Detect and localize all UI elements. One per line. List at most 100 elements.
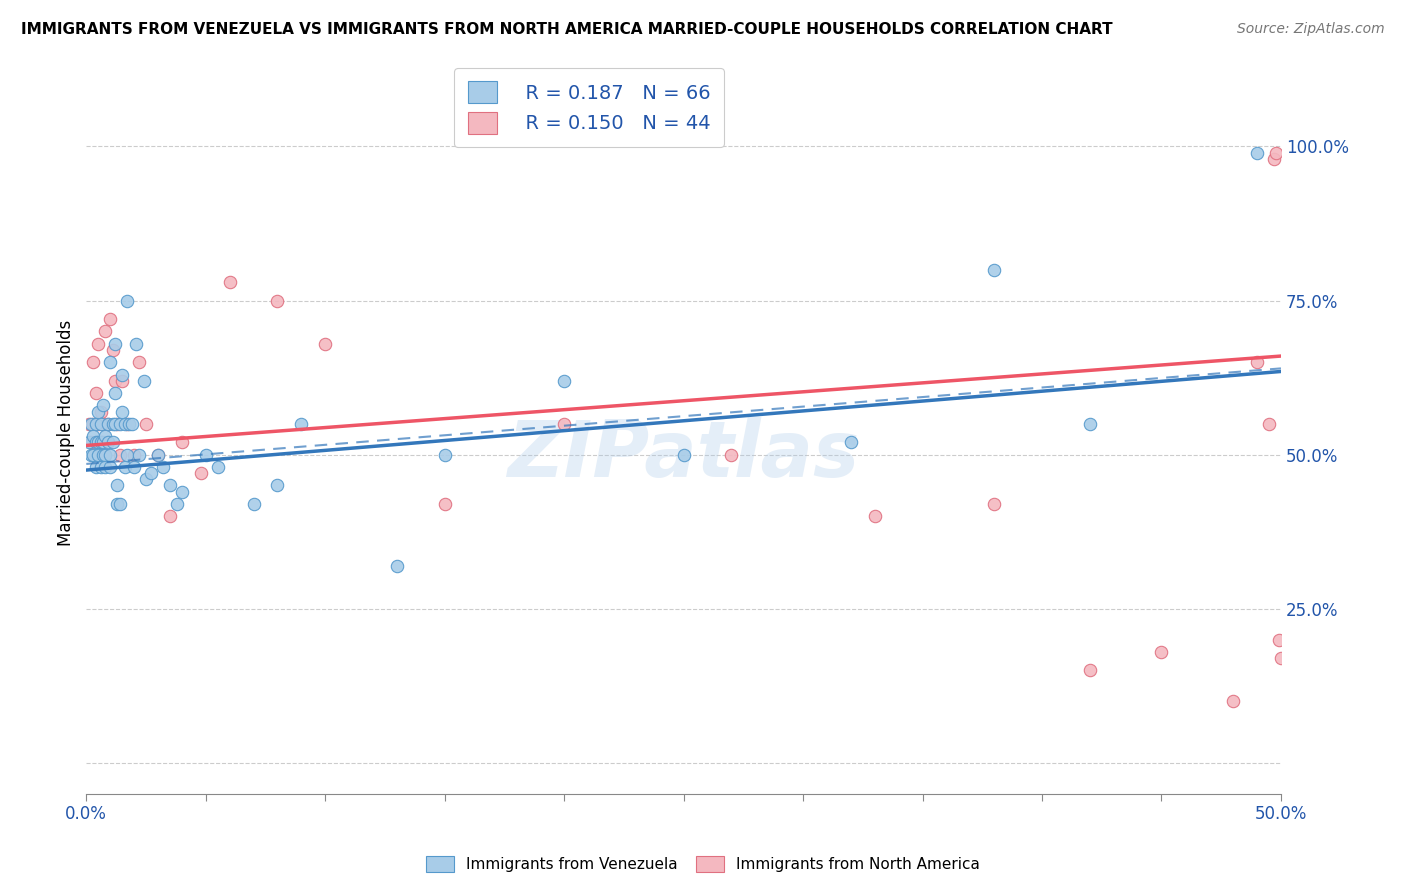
Point <box>1222 694 1244 708</box>
Point <box>98 460 121 475</box>
Point <box>94 460 117 475</box>
Point <box>115 417 138 431</box>
Point <box>111 404 134 418</box>
Point <box>97 435 120 450</box>
Point <box>80 448 103 462</box>
Point <box>90 435 112 450</box>
Point <box>242 497 264 511</box>
Point <box>82 417 104 431</box>
Point <box>720 448 742 462</box>
Point <box>553 374 575 388</box>
Point <box>97 417 120 431</box>
Point <box>433 448 456 462</box>
Point <box>553 417 575 431</box>
Point <box>863 509 886 524</box>
Point <box>839 435 862 450</box>
Point <box>80 435 103 450</box>
Point <box>166 497 188 511</box>
Point <box>115 293 138 308</box>
Point <box>82 429 104 443</box>
Point <box>104 374 127 388</box>
Point <box>170 435 193 450</box>
Point <box>84 417 107 431</box>
Point <box>87 336 110 351</box>
Point <box>672 448 695 462</box>
Point <box>114 417 136 431</box>
Point <box>111 368 134 382</box>
Point <box>194 448 217 462</box>
Point <box>97 417 120 431</box>
Point <box>90 404 112 418</box>
Point <box>121 417 143 431</box>
Point <box>266 293 288 308</box>
Point <box>98 355 121 369</box>
Point <box>94 448 117 462</box>
Point <box>1267 632 1289 647</box>
Point <box>101 417 124 431</box>
Point <box>1258 417 1281 431</box>
Point <box>104 386 127 401</box>
Point <box>139 466 162 480</box>
Point <box>108 417 131 431</box>
Point <box>1270 651 1292 665</box>
Point <box>98 448 121 462</box>
Legend:   R = 0.187   N = 66,   R = 0.150   N = 44: R = 0.187 N = 66, R = 0.150 N = 44 <box>454 68 724 147</box>
Point <box>105 417 128 431</box>
Point <box>91 417 114 431</box>
Point <box>90 460 112 475</box>
Point <box>87 404 110 418</box>
Point <box>1078 417 1101 431</box>
Legend: Immigrants from Venezuela, Immigrants from North America: Immigrants from Venezuela, Immigrants fr… <box>419 848 987 880</box>
Point <box>128 355 150 369</box>
Point <box>104 417 127 431</box>
Point <box>122 448 145 462</box>
Point <box>104 336 127 351</box>
Point <box>118 417 141 431</box>
Point <box>108 448 131 462</box>
Point <box>433 497 456 511</box>
Text: IMMIGRANTS FROM VENEZUELA VS IMMIGRANTS FROM NORTH AMERICA MARRIED-COUPLE HOUSEH: IMMIGRANTS FROM VENEZUELA VS IMMIGRANTS … <box>21 22 1112 37</box>
Point <box>91 398 114 412</box>
Point <box>77 417 100 431</box>
Point <box>87 448 110 462</box>
Point <box>1263 152 1285 166</box>
Point <box>91 448 114 462</box>
Point <box>218 275 240 289</box>
Point <box>94 448 117 462</box>
Point <box>146 448 169 462</box>
Text: ZIPatlas: ZIPatlas <box>508 417 859 492</box>
Point <box>105 478 128 492</box>
Point <box>80 417 103 431</box>
Point <box>290 417 312 431</box>
Point <box>132 374 155 388</box>
Point <box>1246 355 1268 369</box>
Point <box>314 336 336 351</box>
Point <box>135 472 157 486</box>
Point <box>84 435 107 450</box>
Point <box>207 460 229 475</box>
Point <box>983 497 1005 511</box>
Point <box>1246 145 1268 160</box>
Point <box>90 435 112 450</box>
Point <box>170 484 193 499</box>
Point <box>983 262 1005 277</box>
Point <box>159 478 181 492</box>
Point <box>105 497 128 511</box>
Point <box>152 460 174 475</box>
Point <box>82 448 104 462</box>
Point <box>146 448 169 462</box>
Point <box>159 509 181 524</box>
Y-axis label: Married-couple Households: Married-couple Households <box>58 320 75 546</box>
Text: Source: ZipAtlas.com: Source: ZipAtlas.com <box>1237 22 1385 37</box>
Point <box>82 355 104 369</box>
Point <box>135 417 157 431</box>
Point <box>111 374 134 388</box>
Point <box>128 448 150 462</box>
Point <box>77 435 100 450</box>
Point <box>114 460 136 475</box>
Point <box>84 386 107 401</box>
Point <box>91 435 114 450</box>
Point <box>84 460 107 475</box>
Point <box>108 497 131 511</box>
Point <box>94 325 117 339</box>
